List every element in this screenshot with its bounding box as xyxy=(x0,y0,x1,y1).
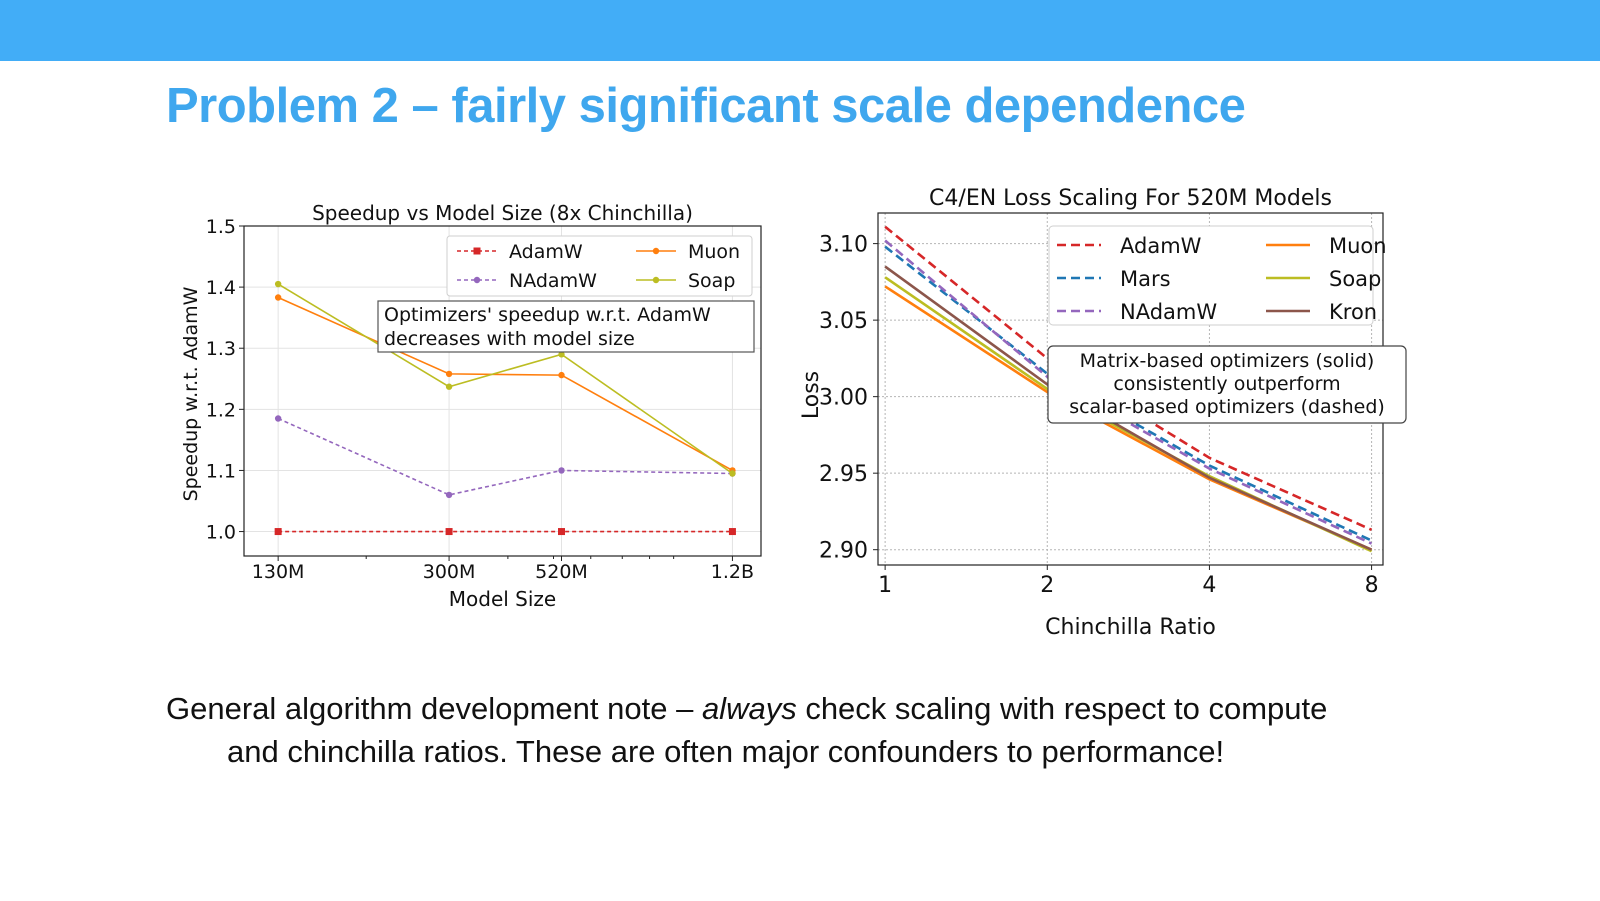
data-point-muon xyxy=(558,371,565,379)
series-line-adamw xyxy=(884,225,1373,531)
series-line-kron xyxy=(884,265,1373,551)
x-tick-label: 4 xyxy=(1202,573,1216,598)
data-point-soap xyxy=(558,351,565,358)
x-tick-label: 130M xyxy=(252,561,305,583)
data-point-nadamw xyxy=(274,415,282,422)
series-line-nadamw xyxy=(884,239,1373,545)
legend-label-nadamw: NAdamW xyxy=(1120,300,1217,324)
legend-label-soap: Soap xyxy=(688,270,735,292)
annotation: Optimizers' speedup w.r.t. AdamW decreas… xyxy=(377,300,755,353)
slide-title: Problem 2 – fairly significant scale dep… xyxy=(166,79,1246,133)
annotation-line: Optimizers' speedup w.r.t. AdamW xyxy=(384,304,711,326)
chart-title: C4/EN Loss Scaling For 520M Models xyxy=(929,186,1332,211)
y-tick-label: 1.5 xyxy=(206,216,236,238)
data-point-muon xyxy=(274,294,282,301)
y-tick-label: 1.2 xyxy=(206,399,236,421)
annotation-line: Matrix-based optimizers (solid) xyxy=(1080,350,1375,372)
legend-marker-soap xyxy=(652,276,660,284)
data-point-adamw xyxy=(728,528,736,536)
x-tick-label: 520M xyxy=(535,561,588,583)
x-tick-label: 2 xyxy=(1040,573,1054,598)
data-point-nadamw xyxy=(558,467,565,474)
x-tick-label: 8 xyxy=(1365,573,1379,598)
series-line-soap xyxy=(277,283,733,475)
legend-label-muon: Muon xyxy=(688,241,740,263)
annotation-box xyxy=(1047,345,1407,424)
legend-label-adamw: AdamW xyxy=(509,241,583,263)
annotation-box xyxy=(377,300,755,353)
legend-label-kron: Kron xyxy=(1329,300,1377,324)
plot-frame xyxy=(243,225,762,557)
y-tick-label: 3.00 xyxy=(819,386,868,411)
legend-label-muon: Muon xyxy=(1329,234,1387,258)
legend-label-soap: Soap xyxy=(1329,267,1381,291)
note-line2: and chinchilla ratios. These are often m… xyxy=(227,734,1225,769)
note-part2: check scaling with respect to compute xyxy=(796,691,1328,726)
y-tick-label: 1.1 xyxy=(206,460,236,482)
legend-marker-adamw xyxy=(473,247,481,255)
data-point-muon xyxy=(445,370,453,378)
data-point-nadamw xyxy=(445,491,453,499)
data-point-adamw xyxy=(274,528,282,536)
y-axis-label: Speedup w.r.t. AdamW xyxy=(180,286,202,501)
annotation-line: consistently outperform xyxy=(1113,373,1340,395)
loss-chart: 2.90 2.95 3.00 3.05 3.10 1 2 4 8 C4/EN Loss Scali… xyxy=(799,186,1407,640)
speedup-chart: 1.0 1.1 1.2 1.3 1.4 1.5 130M 300M 520M 1.2B Speedu… xyxy=(180,201,762,611)
legend-label-nadamw: NAdamW xyxy=(509,270,597,292)
annotation-line: decreases with model size xyxy=(384,328,635,350)
legend-marker-nadamw xyxy=(473,276,481,284)
data-point-soap xyxy=(445,383,453,390)
series-line-nadamw xyxy=(277,417,733,496)
annotation-line: scalar-based optimizers (dashed) xyxy=(1069,396,1385,418)
note-italic: always xyxy=(701,691,797,726)
legend: AdamW Mars NAdamW Muon Soap Kron xyxy=(1048,225,1387,326)
x-tick-label: 1 xyxy=(878,573,892,598)
legend-label-mars: Mars xyxy=(1120,267,1171,291)
y-tick-label: 2.95 xyxy=(819,462,868,487)
legend-box xyxy=(1048,225,1374,326)
y-tick-label: 2.90 xyxy=(819,539,868,564)
y-tick-label: 1.3 xyxy=(206,338,236,360)
data-point-adamw xyxy=(558,528,566,536)
chart-title: Speedup vs Model Size (8x Chinchilla) xyxy=(312,201,693,225)
x-axis-label: Chinchilla Ratio xyxy=(1045,615,1216,640)
annotation: Matrix-based optimizers (solid)consisten… xyxy=(1047,345,1407,424)
y-tick-label: 1.4 xyxy=(206,277,236,299)
x-axis-label: Model Size xyxy=(449,587,556,611)
top-accent-bar xyxy=(0,0,1600,61)
note-part1: General algorithm development note – xyxy=(166,691,702,726)
y-axis-label: Loss xyxy=(799,371,824,419)
legend-label-adamw: AdamW xyxy=(1120,234,1202,258)
data-point-adamw xyxy=(445,528,453,536)
legend-marker-muon xyxy=(652,247,660,255)
legend: AdamW Muon NAdamW Soap xyxy=(446,235,753,297)
slide-note: General algorithm development note – alw… xyxy=(166,687,1496,773)
x-tick-label: 300M xyxy=(423,561,476,583)
y-tick-label: 1.0 xyxy=(206,522,236,544)
y-tick-label: 3.10 xyxy=(819,233,868,258)
x-tick-label: 1.2B xyxy=(711,561,754,583)
y-tick-label: 3.05 xyxy=(819,309,868,334)
data-point-soap xyxy=(729,470,736,477)
data-point-soap xyxy=(274,280,282,288)
